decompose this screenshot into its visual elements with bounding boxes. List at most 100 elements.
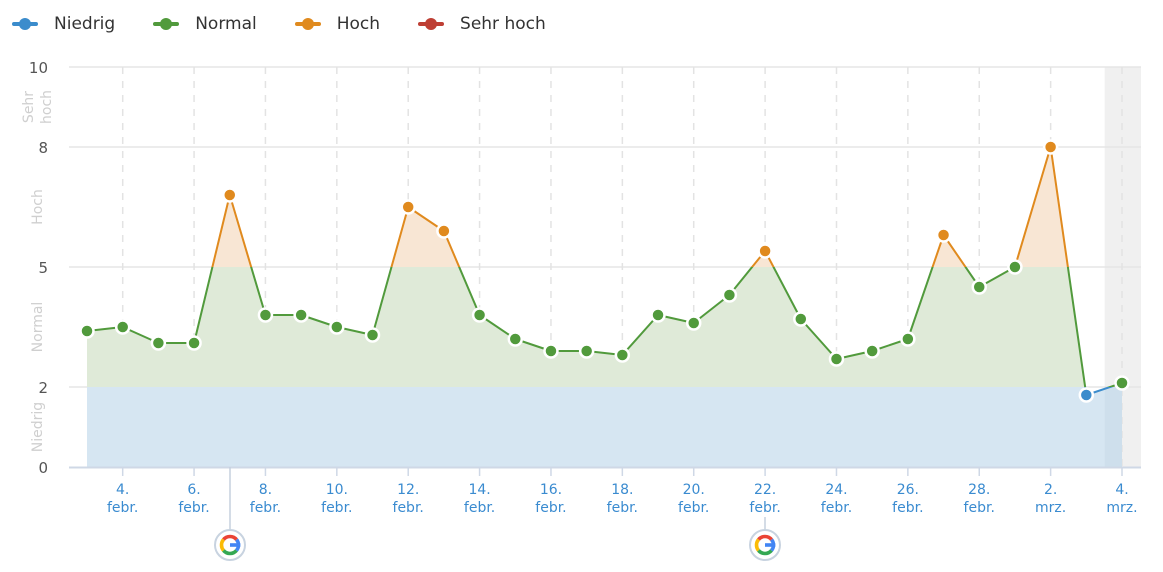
y-tick-label: 2	[38, 379, 48, 397]
g-bar	[230, 543, 241, 547]
x-tick-month: mrz.	[1106, 500, 1137, 516]
g-arc	[219, 538, 226, 552]
x-tick-month: febr.	[178, 500, 209, 516]
zone-label: Normal	[30, 302, 46, 353]
data-point[interactable]: 15. febr.: 3.2	[507, 331, 524, 347]
data-point[interactable]: 3. mrz.: 1.8	[1078, 387, 1095, 403]
x-tick-day: 2.	[1044, 482, 1057, 498]
g-arc	[757, 534, 773, 541]
y-tick-label: 5	[38, 259, 48, 277]
x-tick-day: 24.	[825, 482, 847, 498]
data-point[interactable]: 8. febr.: 3.8	[257, 307, 274, 323]
legend-item-sehr-hoch[interactable]: Sehr hoch	[418, 14, 546, 34]
data-point[interactable]: 9. febr.: 3.8	[293, 307, 309, 323]
data-point[interactable]: 28. febr.: 4.5	[971, 279, 987, 295]
google-update-icon[interactable]	[749, 529, 781, 561]
x-tick-month: febr.	[892, 500, 923, 516]
y-tick-label: 0	[38, 459, 48, 477]
legend-label: Sehr hoch	[460, 14, 546, 34]
x-tick-day: 4.	[1115, 482, 1128, 498]
data-point[interactable]: 22. febr.: 5.4	[757, 243, 773, 259]
data-point[interactable]: 10. febr.: 3.5	[329, 319, 345, 335]
x-tick-month: febr.	[393, 500, 424, 516]
data-point[interactable]: 23. febr.: 3.7	[793, 311, 809, 327]
data-point[interactable]: 20. febr.: 3.6	[685, 315, 702, 331]
data-point[interactable]: 17. febr.: 2.9	[578, 343, 595, 359]
data-point[interactable]: 7. febr.: 6.8	[222, 187, 238, 203]
data-point[interactable]: 19. febr.: 3.8	[650, 307, 666, 323]
x-tick-day: 22.	[754, 482, 776, 498]
x-axis-ticks: 4. febr. 6. febr. 8. febr. 10. febr. 12. febr. 14.…	[107, 467, 1138, 516]
data-point[interactable]: 2. mrz.: 8	[1042, 139, 1059, 155]
zone-label: Sehr	[21, 91, 37, 123]
y-tick-label: 10	[29, 59, 48, 77]
data-point[interactable]: 13. febr.: 5.9	[436, 223, 452, 239]
g-arc	[757, 549, 773, 556]
legend-marker-icon	[153, 18, 180, 30]
zone-labels: Sehr hoch Hoch Normal Niedrig	[21, 90, 55, 452]
data-point[interactable]: 24. febr.: 2.7	[828, 351, 845, 367]
data-point[interactable]: 26. febr.: 3.2	[900, 331, 916, 347]
data-point[interactable]: 14. febr.: 3.8	[471, 307, 488, 323]
data-point[interactable]: 11. febr.: 3.3	[364, 327, 381, 343]
data-point[interactable]: 27. febr.: 5.8	[935, 227, 952, 243]
area-niedrig	[87, 387, 1122, 467]
data-point[interactable]: 5. febr.: 3.1	[150, 335, 167, 351]
area-fills	[87, 147, 1122, 467]
data-point[interactable]: 16. febr.: 2.9	[543, 343, 559, 359]
data-point[interactable]: 3. febr.: 3.4	[79, 323, 95, 339]
x-tick-month: febr.	[821, 500, 852, 516]
x-tick-day: 26.	[897, 482, 919, 498]
legend-item-normal[interactable]: Normal	[153, 14, 257, 34]
x-tick-day: 6.	[187, 482, 200, 498]
zone-label: Hoch	[30, 189, 46, 225]
x-tick-month: febr.	[964, 500, 995, 516]
data-point[interactable]: 12. febr.: 6.5	[400, 199, 416, 215]
data-points: 3. febr.: 3.4 4. febr.: 3.5 5. febr.: 3.1 6…	[79, 139, 1130, 403]
x-tick-day: 16.	[540, 482, 562, 498]
data-point[interactable]: 21. febr.: 4.3	[721, 287, 738, 303]
g-arc	[754, 538, 761, 552]
data-point[interactable]: 4. mrz.: 2.1	[1114, 375, 1130, 391]
x-tick-day: 12.	[397, 482, 419, 498]
zone-label: hoch	[39, 90, 55, 124]
series-line	[86, 146, 1123, 396]
g-arc	[222, 549, 238, 556]
zone-label: Niedrig	[30, 402, 46, 452]
x-tick-day: 8.	[259, 482, 272, 498]
x-tick-month: febr.	[607, 500, 638, 516]
x-tick-day: 14.	[468, 482, 490, 498]
x-tick-month: febr.	[749, 500, 780, 516]
data-point[interactable]: 25. febr.: 2.9	[864, 343, 880, 359]
legend-item-niedrig[interactable]: Niedrig	[12, 14, 115, 34]
x-tick-day: 10.	[326, 482, 348, 498]
data-point[interactable]: 1. mrz.: 5	[1007, 259, 1023, 275]
x-tick-day: 4.	[116, 482, 129, 498]
area-hoch	[212, 147, 1068, 267]
line-segment-normal	[86, 267, 1123, 387]
legend-marker-icon	[294, 18, 321, 30]
google-update-icon[interactable]	[214, 529, 246, 561]
legend-marker-icon	[418, 18, 445, 30]
area-highlight-overlap	[1104, 387, 1122, 467]
google-update-annotations	[214, 467, 781, 561]
x-tick-month: febr.	[464, 500, 495, 516]
x-tick-day: 28.	[968, 482, 990, 498]
x-tick-month: mrz.	[1035, 500, 1066, 516]
legend-label: Niedrig	[54, 14, 116, 34]
data-point[interactable]: 4. febr.: 3.5	[114, 319, 131, 335]
data-point[interactable]: 18. febr.: 2.8	[614, 347, 631, 363]
x-tick-month: febr.	[107, 500, 138, 516]
g-bar	[765, 543, 776, 547]
legend-label: Hoch	[336, 14, 381, 34]
legend-label: Normal	[195, 14, 257, 34]
area-normal	[87, 267, 1122, 387]
legend-item-hoch[interactable]: Hoch	[294, 14, 381, 34]
x-tick-day: 20.	[683, 482, 705, 498]
y-axis-ticks: 0 2 5 8 10	[29, 59, 48, 477]
x-tick-month: febr.	[678, 500, 709, 516]
y-tick-label: 8	[38, 139, 48, 157]
data-point[interactable]: 6. febr.: 3.1	[186, 335, 202, 351]
x-tick-day: 18.	[611, 482, 633, 498]
